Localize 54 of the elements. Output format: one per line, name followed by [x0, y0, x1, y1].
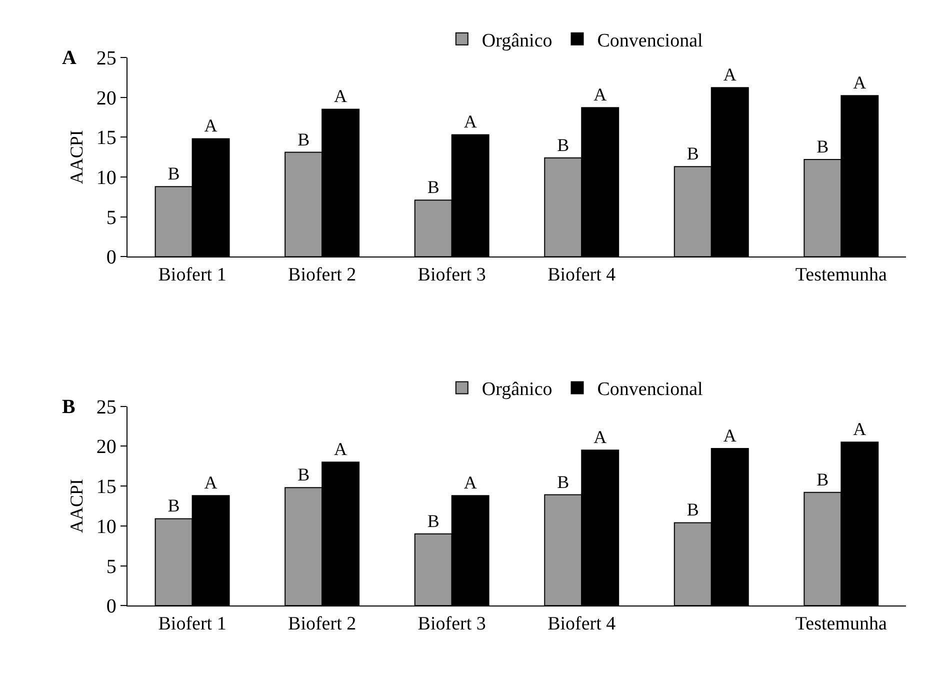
x-tick-label: Testemunha — [795, 613, 888, 634]
legend-label: Convencional — [597, 379, 703, 400]
data-label: B — [686, 144, 699, 164]
data-label: B — [557, 472, 570, 492]
y-tick-label: 5 — [106, 556, 116, 578]
data-label: A — [334, 439, 348, 460]
y-tick-label: 10 — [96, 516, 116, 538]
data-label: A — [464, 112, 477, 132]
data-label: B — [298, 464, 310, 485]
y-tick-label: 25 — [96, 47, 116, 70]
y-tick-label: 20 — [96, 436, 116, 458]
y-tick-label: 20 — [96, 87, 116, 110]
y-axis-title: AACPI — [66, 130, 87, 184]
data-label: A — [464, 472, 477, 493]
y-tick-label: 15 — [96, 476, 116, 498]
data-label: A — [723, 64, 736, 85]
x-tick-label: Biofert 3 — [418, 264, 486, 286]
data-label: A — [853, 419, 866, 440]
x-tick-label: Biofert 4 — [548, 613, 616, 634]
chart-title: B — [62, 396, 76, 418]
data-label: A — [594, 427, 607, 448]
data-label: B — [816, 469, 829, 490]
data-label: B — [816, 136, 829, 156]
y-tick-label: 10 — [96, 167, 116, 189]
data-label: A — [723, 426, 736, 446]
data-label: B — [427, 177, 440, 198]
data-label: B — [168, 164, 180, 184]
data-label: B — [168, 496, 180, 516]
legend-label: Orgânico — [482, 379, 552, 400]
data-label: A — [334, 86, 348, 106]
data-label: A — [204, 116, 218, 136]
legend-label: Convencional — [597, 30, 703, 52]
data-label: B — [686, 500, 699, 520]
y-tick-label: 0 — [106, 596, 116, 618]
chart-title: A — [62, 47, 77, 69]
x-tick-label: Biofert 1 — [158, 264, 226, 286]
y-tick-label: 5 — [106, 206, 116, 229]
data-label: B — [427, 510, 440, 531]
data-label: A — [853, 72, 866, 93]
data-label: B — [298, 129, 310, 150]
x-tick-label: Biofert 1 — [158, 613, 226, 634]
data-label: A — [204, 472, 218, 493]
y-axis-title: AACPI — [66, 478, 87, 533]
legend-label: Orgânico — [482, 30, 552, 52]
x-tick-label: Biofert 2 — [288, 264, 356, 286]
y-tick-label: 15 — [96, 127, 116, 150]
x-tick-label: Biofert 3 — [418, 613, 486, 634]
data-label: A — [594, 84, 607, 105]
y-tick-label: 0 — [106, 246, 116, 269]
x-tick-label: Biofert 2 — [288, 613, 356, 634]
x-tick-label: Testemunha — [795, 264, 888, 286]
x-tick-label: Biofert 4 — [548, 264, 616, 286]
data-label: B — [557, 134, 570, 155]
y-tick-label: 25 — [96, 396, 116, 418]
